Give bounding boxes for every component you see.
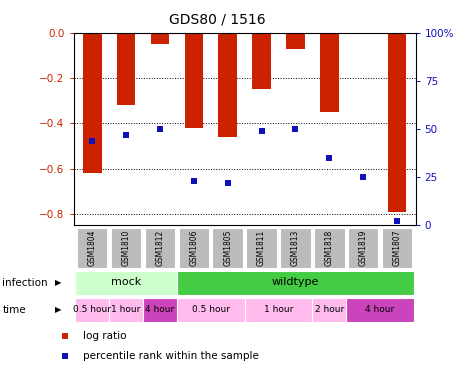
Text: GSM1804: GSM1804 bbox=[88, 230, 97, 266]
Text: 2 hour: 2 hour bbox=[314, 305, 344, 314]
Bar bbox=[184, 33, 203, 128]
Text: ▶: ▶ bbox=[55, 306, 61, 314]
Bar bbox=[177, 271, 414, 295]
Bar bbox=[145, 228, 175, 268]
Bar bbox=[177, 298, 245, 322]
Text: GSM1818: GSM1818 bbox=[325, 230, 334, 266]
Bar bbox=[286, 33, 305, 49]
Text: mock: mock bbox=[111, 277, 141, 287]
Bar bbox=[346, 298, 414, 322]
Bar bbox=[245, 298, 313, 322]
Text: GSM1805: GSM1805 bbox=[223, 230, 232, 266]
Text: GSM1811: GSM1811 bbox=[257, 230, 266, 266]
Bar bbox=[313, 298, 346, 322]
Bar bbox=[117, 33, 135, 105]
Bar bbox=[151, 33, 169, 44]
Bar bbox=[252, 33, 271, 89]
Bar bbox=[314, 228, 344, 268]
Text: 1 hour: 1 hour bbox=[112, 305, 141, 314]
Text: time: time bbox=[2, 305, 26, 315]
Text: 0.5 hour: 0.5 hour bbox=[73, 305, 111, 314]
Text: GSM1806: GSM1806 bbox=[190, 230, 199, 266]
Text: GSM1819: GSM1819 bbox=[359, 230, 368, 266]
Bar bbox=[218, 33, 237, 137]
Text: log ratio: log ratio bbox=[83, 331, 126, 341]
Bar bbox=[76, 298, 109, 322]
Text: GSM1810: GSM1810 bbox=[122, 230, 131, 266]
Bar bbox=[388, 33, 406, 212]
Bar bbox=[247, 228, 277, 268]
Text: GDS80 / 1516: GDS80 / 1516 bbox=[170, 13, 266, 27]
Bar bbox=[83, 33, 102, 173]
Bar bbox=[320, 33, 339, 112]
Text: GSM1807: GSM1807 bbox=[392, 230, 401, 266]
Text: infection: infection bbox=[2, 278, 48, 288]
Text: percentile rank within the sample: percentile rank within the sample bbox=[83, 351, 259, 361]
Bar bbox=[77, 228, 107, 268]
Bar bbox=[143, 298, 177, 322]
Text: wildtype: wildtype bbox=[272, 277, 319, 287]
Bar bbox=[212, 228, 243, 268]
Text: GSM1812: GSM1812 bbox=[155, 230, 164, 266]
Bar bbox=[179, 228, 209, 268]
Bar bbox=[111, 228, 142, 268]
Bar bbox=[280, 228, 311, 268]
Bar bbox=[348, 228, 379, 268]
Text: GSM1813: GSM1813 bbox=[291, 230, 300, 266]
Text: 0.5 hour: 0.5 hour bbox=[192, 305, 230, 314]
Bar bbox=[76, 271, 177, 295]
Text: 1 hour: 1 hour bbox=[264, 305, 293, 314]
Bar bbox=[109, 298, 143, 322]
Text: 4 hour: 4 hour bbox=[365, 305, 395, 314]
Bar bbox=[382, 228, 412, 268]
Text: 4 hour: 4 hour bbox=[145, 305, 175, 314]
Bar bbox=[354, 33, 372, 34]
Text: ▶: ▶ bbox=[55, 279, 61, 287]
